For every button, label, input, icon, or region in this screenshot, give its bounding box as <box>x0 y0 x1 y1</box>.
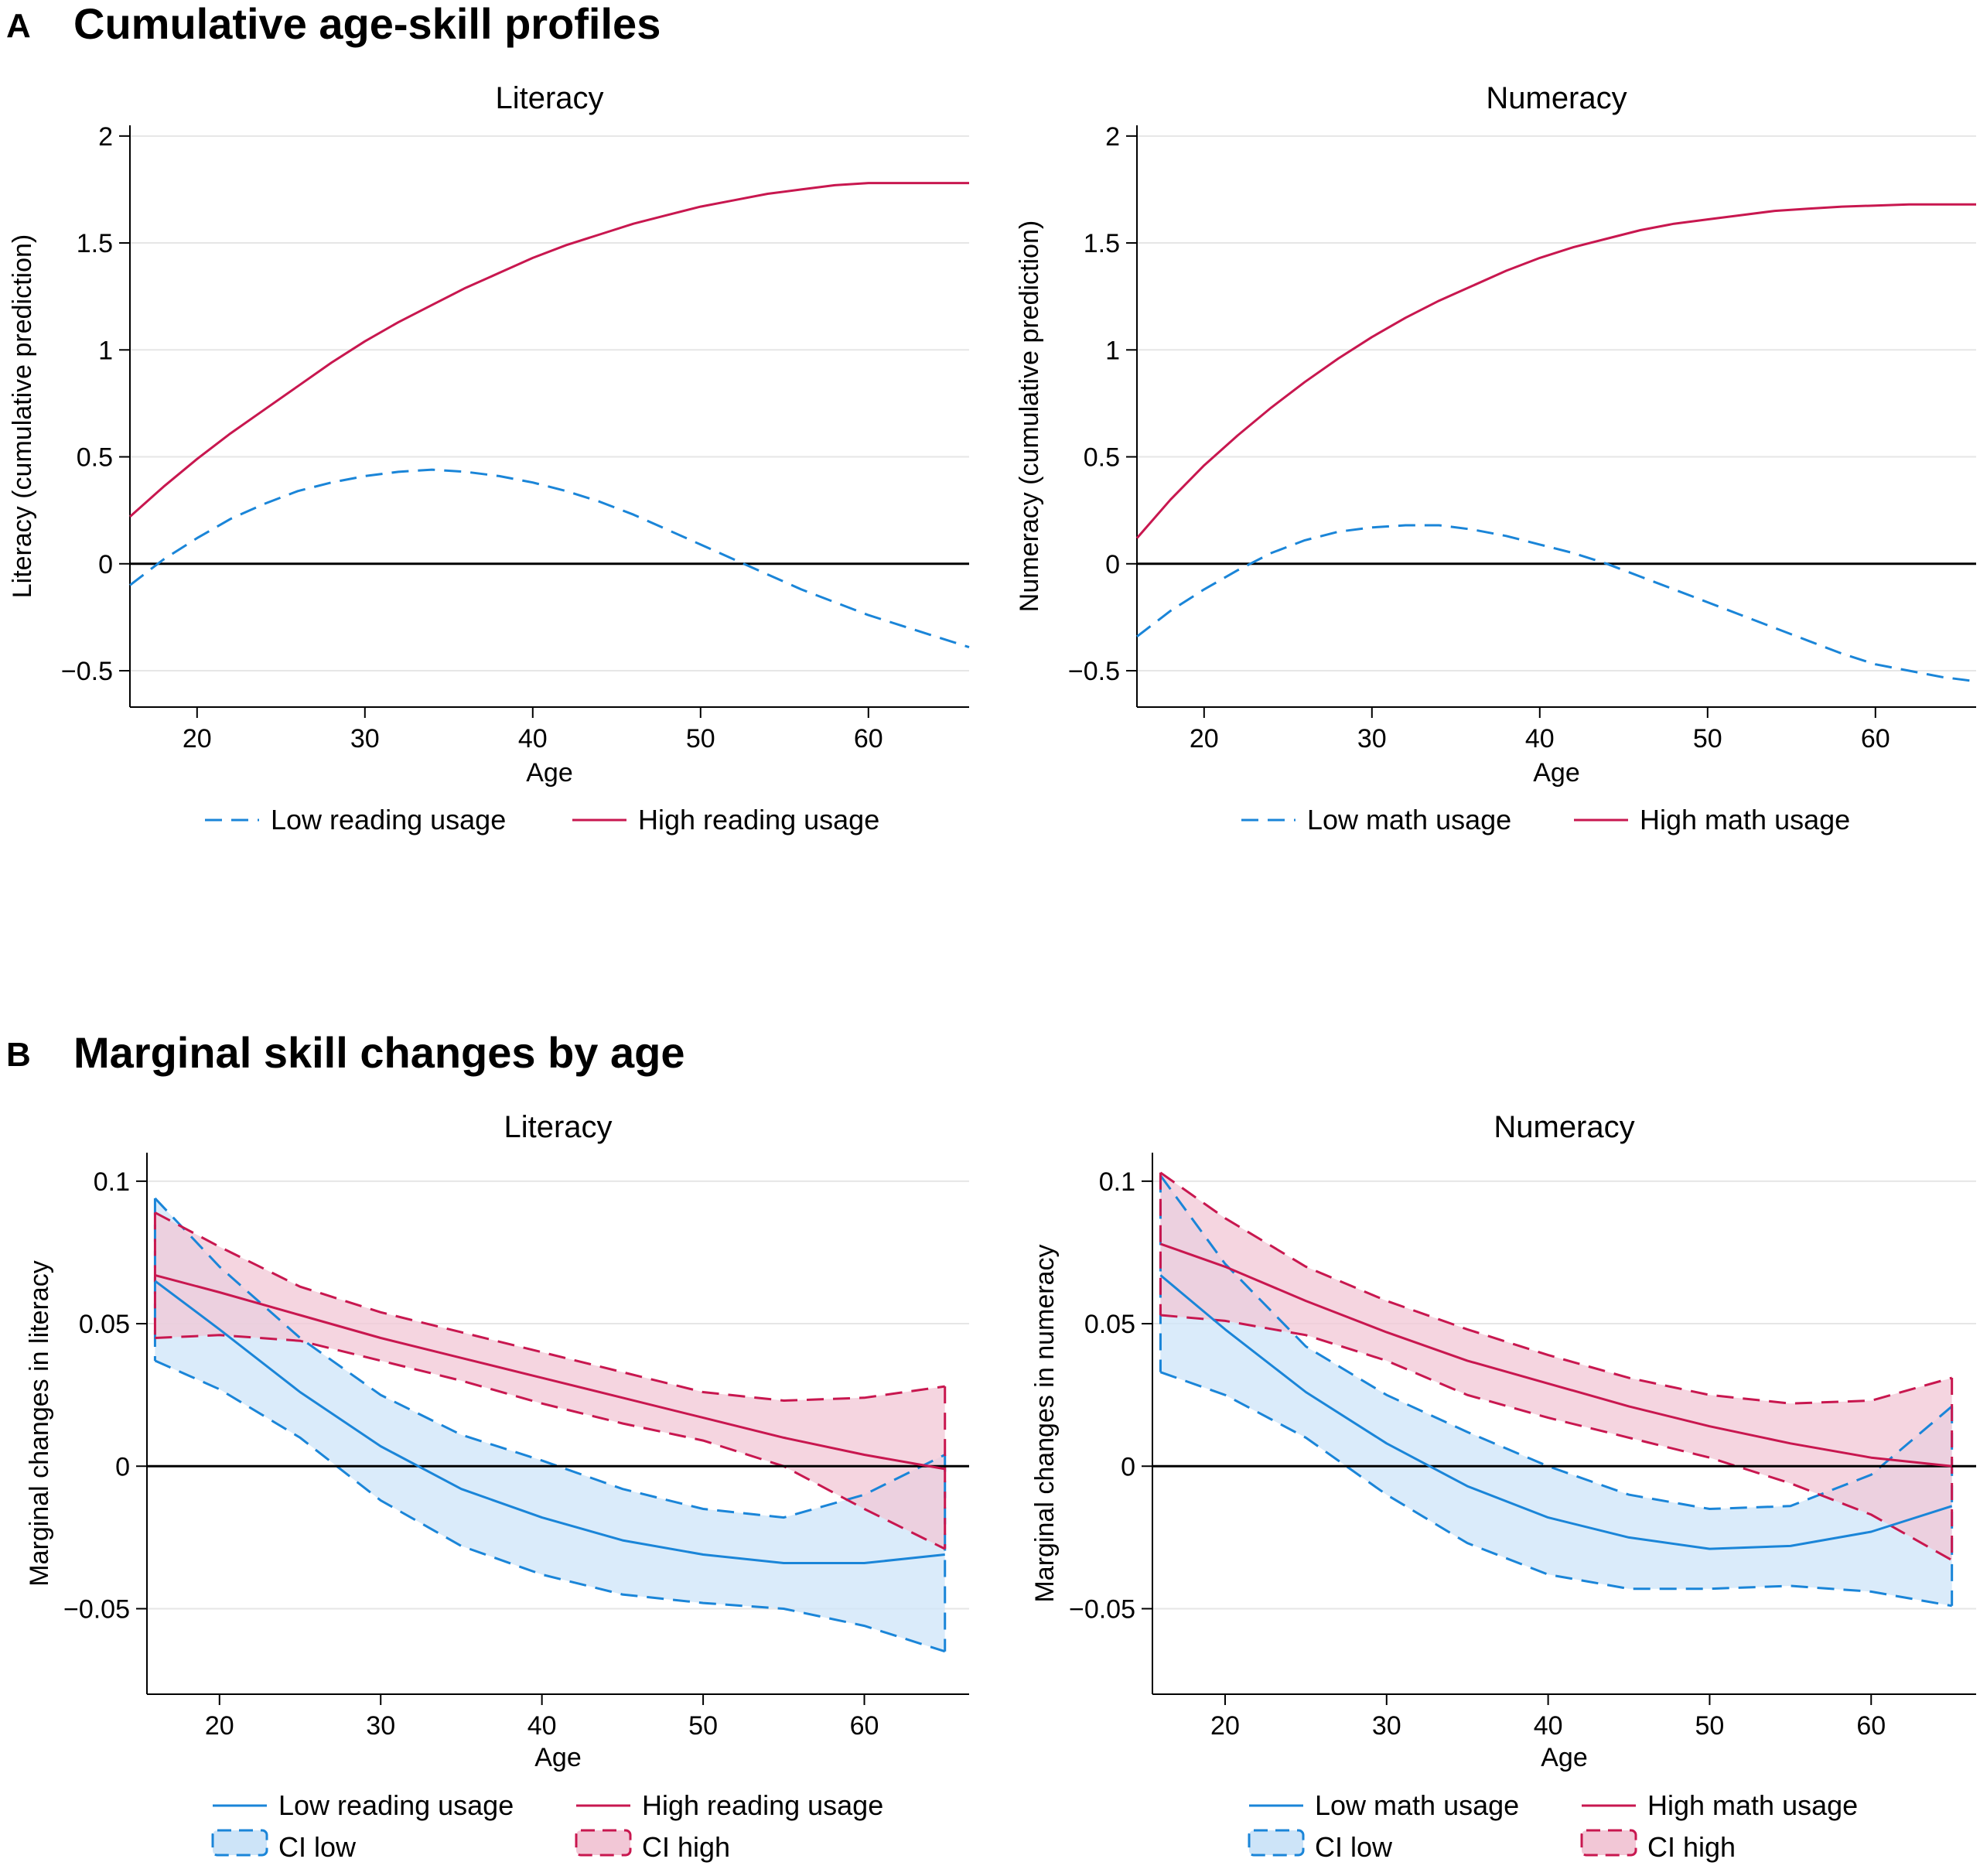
x-tick-label: 20 <box>183 724 212 753</box>
y-tick-label: 0 <box>1105 550 1120 579</box>
chart-title: Literacy <box>504 1110 612 1144</box>
panel-b-title: Marginal skill changes by age <box>73 1028 685 1077</box>
ci-low-band <box>155 1198 945 1652</box>
chart-2: Literacy −0.05 0 0.05 0.1 20 30 40 50 60 Age Margin… <box>25 1110 969 1863</box>
series-line-high <box>129 182 969 518</box>
legend-label: Low math usage <box>1307 804 1511 835</box>
y-tick-label: −0.05 <box>1069 1594 1135 1624</box>
legend-label: CI high <box>642 1831 730 1863</box>
x-tick-label: 60 <box>1856 1711 1886 1741</box>
legend-label: High reading usage <box>638 804 879 835</box>
legend-label: CI low <box>278 1831 357 1863</box>
legend-label: CI high <box>1647 1831 1736 1863</box>
series-line-low <box>1159 1274 1953 1550</box>
y-tick-label: 0.1 <box>94 1167 130 1197</box>
ci-low-lower-line <box>154 1359 946 1653</box>
x-axis-label: Age <box>534 1743 582 1772</box>
y-tick-label: 0.5 <box>1084 443 1120 473</box>
y-tick-label: 0 <box>115 1452 130 1481</box>
panel-b-letter: B <box>6 1036 31 1074</box>
x-tick-label: 30 <box>1372 1711 1401 1741</box>
x-tick-label: 40 <box>1525 724 1555 753</box>
x-tick-label: 40 <box>527 1711 557 1741</box>
x-tick-label: 20 <box>1210 1711 1240 1741</box>
y-axis-label: Literacy (cumulative prediction) <box>8 234 37 599</box>
ci-high-upper-line <box>154 1211 945 1403</box>
ci-low-upper-line <box>1159 1174 1953 1511</box>
y-tick-label: −0.5 <box>61 657 113 686</box>
legend-label: CI low <box>1315 1831 1393 1863</box>
legend-label: High math usage <box>1647 1789 1858 1821</box>
x-tick-label: 40 <box>1534 1711 1563 1741</box>
y-tick-label: 1 <box>98 336 113 365</box>
chart-1: Numeracy −0.5 0 0.5 1 1.5 2 20 30 40 50 60 Age Numera… <box>1015 81 1977 835</box>
ci-low-lower-line <box>1159 1371 1952 1608</box>
y-tick-label: 1 <box>1105 336 1120 365</box>
x-tick-label: 60 <box>854 724 883 753</box>
x-tick-label: 50 <box>1695 1711 1725 1741</box>
legend-key-band <box>211 1829 268 1857</box>
chart-title: Numeracy <box>1486 81 1627 115</box>
x-tick-label: 30 <box>350 724 380 753</box>
ci-high-lower-line <box>155 1334 946 1550</box>
y-tick-label: 2 <box>98 122 113 152</box>
legend-label: Low math usage <box>1315 1789 1519 1821</box>
y-tick-label: −0.05 <box>63 1594 130 1624</box>
legend-key-band <box>1580 1829 1637 1857</box>
series-line-low <box>1136 524 1977 683</box>
legend-label: High reading usage <box>642 1789 883 1821</box>
chart-title: Literacy <box>495 81 603 115</box>
panel-a-title: Cumulative age-skill profiles <box>73 0 661 48</box>
legend-key-band <box>575 1829 632 1857</box>
x-axis-label: Age <box>1541 1743 1588 1772</box>
x-tick-label: 50 <box>688 1711 718 1741</box>
y-tick-label: 0.1 <box>1099 1167 1135 1197</box>
chart-0: Literacy −0.5 0 0.5 1 1.5 2 20 30 40 50 60 Age Litera… <box>8 81 970 835</box>
x-tick-label: 30 <box>366 1711 395 1741</box>
chart-title: Numeracy <box>1494 1110 1634 1144</box>
ci-high-band <box>1160 1172 1952 1560</box>
x-tick-label: 60 <box>1861 724 1890 753</box>
ci-high-upper-line <box>1159 1171 1953 1405</box>
x-tick-label: 40 <box>518 724 548 753</box>
x-tick-label: 30 <box>1357 724 1387 753</box>
x-axis-label: Age <box>1533 758 1580 788</box>
series-line-low <box>129 468 970 649</box>
y-tick-label: 1.5 <box>77 229 113 258</box>
ci-low-upper-line <box>154 1197 946 1519</box>
legend-label: Low reading usage <box>278 1789 514 1821</box>
y-tick-label: −0.5 <box>1068 657 1120 686</box>
series-line-low <box>154 1280 945 1564</box>
y-axis-label: Marginal changes in literacy <box>25 1260 54 1586</box>
series-line-high <box>155 1273 945 1471</box>
series-line-high <box>1159 1242 1952 1468</box>
x-tick-label: 50 <box>686 724 715 753</box>
y-tick-label: 2 <box>1105 122 1120 152</box>
y-tick-label: 0 <box>98 550 113 579</box>
series-line-high <box>1135 203 1976 539</box>
y-axis-label: Marginal changes in numeracy <box>1030 1244 1060 1602</box>
legend-key-band <box>1248 1829 1305 1857</box>
y-tick-label: 0.5 <box>77 443 113 473</box>
panel-a-letter: A <box>6 7 31 45</box>
x-tick-label: 50 <box>1693 724 1722 753</box>
y-tick-label: 0 <box>1121 1452 1135 1481</box>
x-tick-label: 20 <box>205 1711 234 1741</box>
x-tick-label: 60 <box>850 1711 879 1741</box>
legend-label: Low reading usage <box>271 804 506 835</box>
y-tick-label: 0.05 <box>1084 1310 1135 1339</box>
y-axis-label: Numeracy (cumulative prediction) <box>1015 220 1044 612</box>
y-tick-label: 1.5 <box>1084 229 1120 258</box>
y-tick-label: 0.05 <box>79 1310 130 1339</box>
legend-label: High math usage <box>1640 804 1850 835</box>
ci-high-lower-line <box>1160 1314 1953 1562</box>
x-tick-label: 20 <box>1190 724 1219 753</box>
chart-3: Numeracy −0.05 0 0.05 0.1 20 30 40 50 60 Age Margin… <box>1030 1110 1976 1863</box>
x-axis-label: Age <box>526 758 573 788</box>
